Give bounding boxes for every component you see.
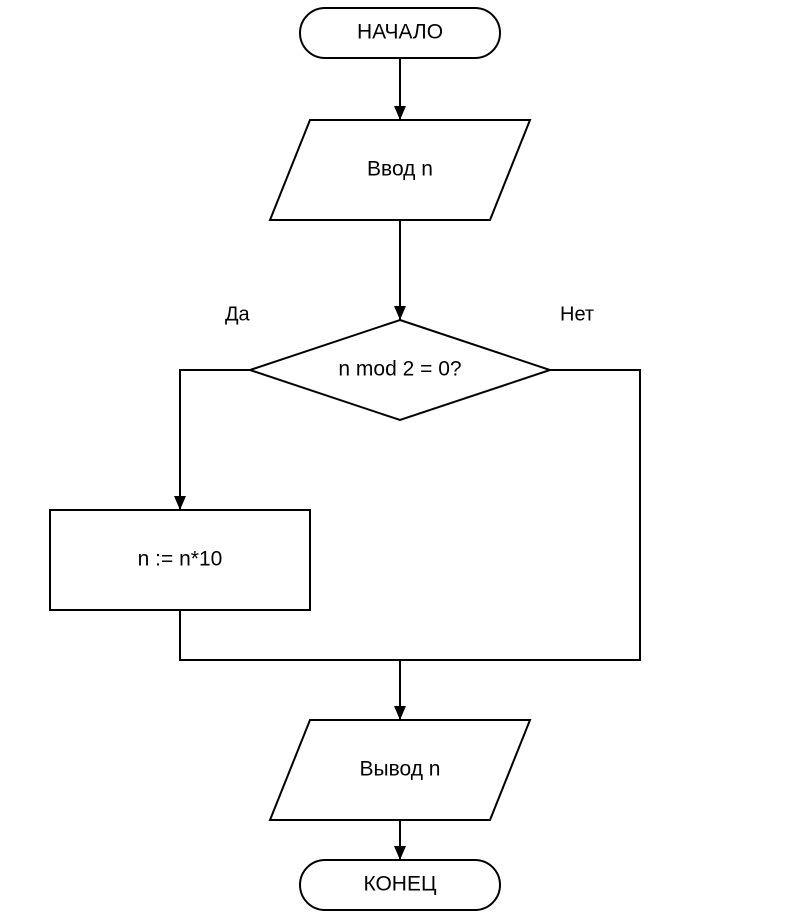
node-label-end: КОНЕЦ (363, 873, 437, 896)
node-label-cond: n mod 2 = 0? (338, 358, 461, 381)
node-label-input: Ввод n (367, 158, 433, 181)
node-label-process: n := n*10 (138, 548, 223, 571)
node-label-start: НАЧАЛО (357, 21, 443, 44)
node-label-output: Вывод n (359, 758, 440, 781)
edge-label: Да (225, 303, 251, 325)
edge-label: Нет (560, 303, 594, 325)
flowchart-canvas: Да Нет НАЧАЛО Ввод n n mod 2 = 0? n := n*10 Вы… (0, 0, 800, 912)
